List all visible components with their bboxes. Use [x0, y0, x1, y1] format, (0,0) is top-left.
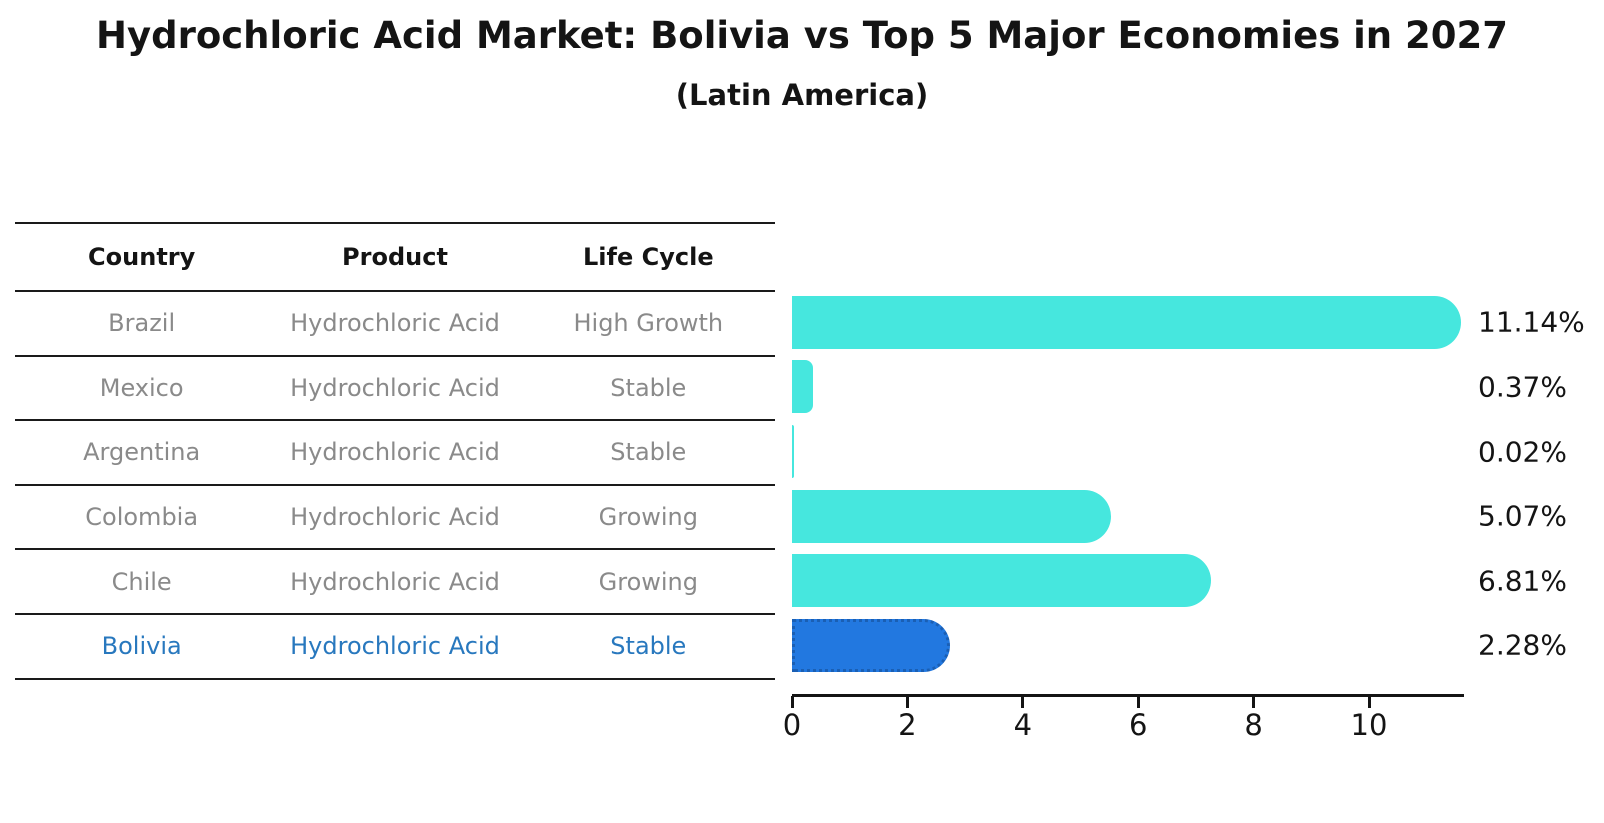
x-axis-tick-label: 2: [898, 708, 917, 742]
bar-value-label: 5.07%: [1478, 499, 1567, 533]
x-axis-line: [792, 694, 1464, 697]
table-row: Colombia Hydrochloric Acid Growing: [15, 486, 775, 551]
x-axis-tick-label: 4: [1013, 708, 1033, 742]
chart-title: Hydrochloric Acid Market: Bolivia vs Top…: [96, 14, 1508, 57]
table-cell-product: Hydrochloric Acid: [290, 503, 500, 532]
table-header-product: Product: [342, 243, 448, 271]
bar-brazil: [792, 295, 1462, 349]
x-axis-tick: [1136, 696, 1140, 708]
table-cell-product: Hydrochloric Acid: [290, 438, 500, 467]
chart-subtitle: (Latin America): [675, 78, 929, 112]
x-axis-tick-label: 10: [1350, 708, 1388, 742]
table-cell-life-cycle: Stable: [610, 632, 687, 661]
table-cell-product: Hydrochloric Acid: [290, 373, 500, 402]
table-cell-life-cycle: High Growth: [573, 309, 724, 338]
x-axis-tick: [1021, 696, 1025, 708]
table-row: Bolivia Hydrochloric Acid Stable: [15, 615, 775, 680]
table-cell-country: Mexico: [99, 373, 184, 402]
table-cell-life-cycle: Growing: [598, 503, 698, 532]
x-axis-tick: [1252, 696, 1256, 708]
table-cell-country: Chile: [111, 567, 172, 596]
table-header-row: Country Product Life Cycle: [15, 224, 775, 292]
bar-argentina: [792, 425, 794, 478]
bar-value-label: 11.14%: [1478, 305, 1585, 339]
table-header-country: Country: [88, 243, 196, 271]
bar-value-label: 0.02%: [1478, 435, 1567, 468]
bar-bolivia: [792, 618, 951, 672]
table-cell-country: Argentina: [83, 438, 201, 467]
table-cell-life-cycle: Growing: [598, 567, 698, 596]
table-cell-product: Hydrochloric Acid: [290, 632, 500, 661]
bar-value-label: 6.81%: [1478, 564, 1567, 598]
table-cell-product: Hydrochloric Acid: [290, 309, 500, 338]
table-cell-country: Colombia: [85, 503, 199, 532]
x-axis-tick: [1367, 696, 1371, 708]
table-row: Argentina Hydrochloric Acid Stable: [15, 421, 775, 486]
x-axis-tick-label: 0: [782, 708, 802, 742]
table-cell-country: Bolivia: [101, 632, 182, 661]
table-row: Mexico Hydrochloric Acid Stable: [15, 357, 775, 422]
x-axis-tick-label: 8: [1244, 708, 1263, 742]
table-cell-life-cycle: Stable: [610, 373, 687, 402]
table-cell-country: Brazil: [108, 309, 176, 338]
x-axis-tick-label: 6: [1128, 708, 1148, 742]
table-row: Brazil Hydrochloric Acid High Growth: [15, 292, 775, 357]
bar-value-label: 0.37%: [1478, 370, 1567, 404]
x-axis-tick: [905, 696, 909, 708]
table-row: Chile Hydrochloric Acid Growing: [15, 550, 775, 615]
bar-colombia: [792, 489, 1112, 543]
bar-mexico: [792, 360, 814, 414]
x-axis-tick: [790, 696, 794, 708]
bar-value-label: 2.28%: [1478, 628, 1567, 662]
table-cell-product: Hydrochloric Acid: [290, 567, 500, 596]
table-body: Brazil Hydrochloric Acid High Growth Mexico…: [15, 292, 775, 680]
table-cell-life-cycle: Stable: [610, 438, 687, 467]
country-table: Country Product Life Cycle Brazil Hydroch…: [15, 222, 775, 680]
bar-chile: [792, 554, 1212, 608]
table-header-life-cycle: Life Cycle: [583, 243, 714, 271]
